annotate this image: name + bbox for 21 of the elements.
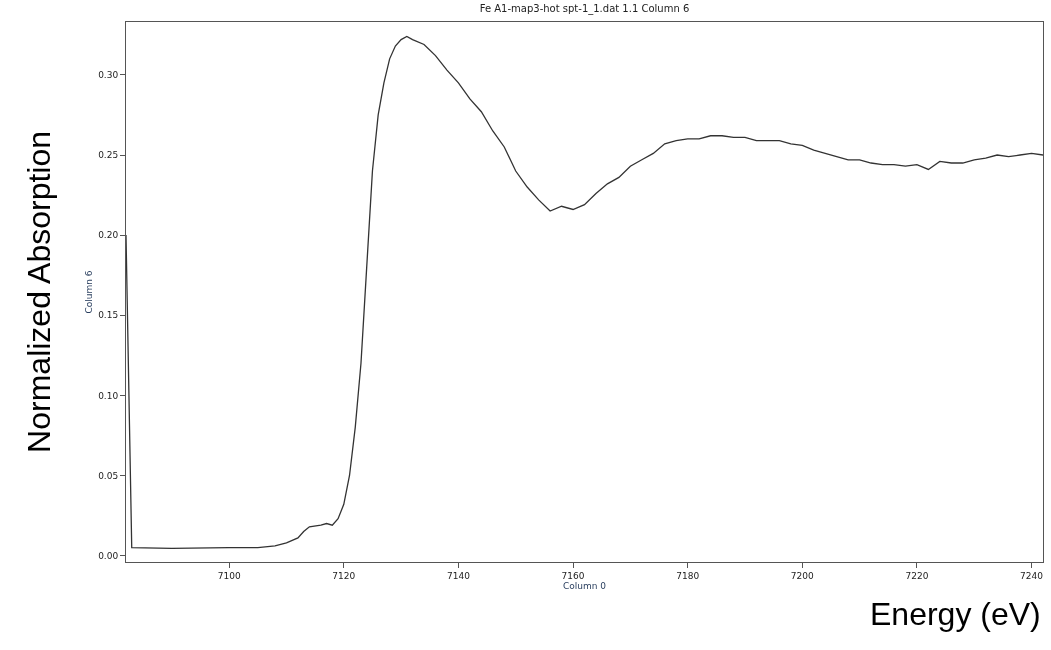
text: Normalized Absorption [20,130,57,453]
text: Energy (eV) [870,596,1041,632]
line-series [126,35,1043,550]
y-axis-title: Column 6 [83,270,94,314]
y-tick-label: 0.00 [98,550,119,561]
x-tick-label: 7120 [332,570,356,581]
y-tick-label: 0.20 [98,230,119,241]
y-tick-label: 0.05 [98,470,119,481]
y-tick-label: 0.25 [98,150,119,161]
x-tick-label: 7100 [217,570,241,581]
x-tick-label: 7240 [1020,570,1044,581]
chart-title: Fe A1-map3-hot spt-1_1.dat 1.1 Column 6 [479,2,690,15]
y-tick-label: 0.30 [98,70,119,81]
x-tick-label: 7180 [676,570,700,581]
y-tick-label: 0.10 [98,390,119,401]
x-tick-label: 7200 [790,570,815,581]
x-tick-label: 7160 [561,570,585,581]
y-tick-label: 0.15 [98,310,119,321]
x-tick-label: 7220 [905,570,929,581]
x-tick-label: 7140 [446,570,471,581]
x-axis-title: Column 0 [562,580,607,591]
